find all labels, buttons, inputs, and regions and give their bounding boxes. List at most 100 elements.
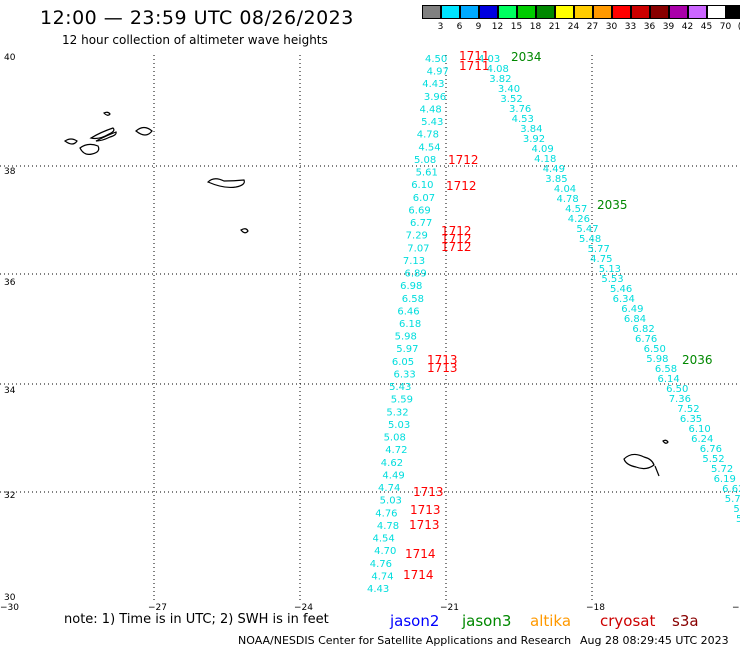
colorbar-tick: 33 xyxy=(624,22,637,32)
colorbar-tick: 36 xyxy=(643,22,656,32)
x-tick-label: −15 xyxy=(732,603,740,613)
jason3-swh-value: 6.98 xyxy=(400,281,422,292)
jason3-swh-value: 5.32 xyxy=(386,407,408,418)
island-porto-santo xyxy=(662,439,669,444)
pass-time-label: 1713 xyxy=(413,485,444,499)
jason3-swh-value: 3.96 xyxy=(424,92,446,103)
colorbar-swatch xyxy=(593,5,612,19)
colorbar-swatch xyxy=(726,5,740,19)
jason3-swh-value: 6.10 xyxy=(411,180,433,191)
pass-time-label: 1713 xyxy=(427,361,458,375)
s3a-swh-value: 5.52 xyxy=(702,454,724,465)
s3a-swh-value: 7.36 xyxy=(669,394,691,405)
s3a-swh-value: 6.49 xyxy=(621,304,643,315)
s3a-swh-value: 4.03 xyxy=(478,54,500,65)
y-tick-label: 40 xyxy=(4,53,16,63)
x-tick-label: −30 xyxy=(0,603,19,613)
s3a-swh-value: 4.18 xyxy=(534,154,556,165)
s3a-swh-value: 6.24 xyxy=(691,434,713,445)
jason3-swh-value: 5.98 xyxy=(395,332,417,343)
s3a-swh-value: 6.58 xyxy=(655,364,677,375)
jason3-swh-value: 4.43 xyxy=(367,584,389,595)
s3a-swh-value: 6.82 xyxy=(632,324,654,335)
s3a-swh-value: 3.84 xyxy=(520,124,542,135)
pass-time-label: 1713 xyxy=(427,353,458,367)
jason3-swh-value: 5.59 xyxy=(391,395,413,406)
colorbar-swatch xyxy=(517,5,536,19)
colorbar-swatch xyxy=(536,5,555,19)
colorbar-swatch xyxy=(441,5,460,19)
y-tick-label: 38 xyxy=(4,167,16,177)
jason3-swh-value: 4.43 xyxy=(422,79,444,90)
s3a-swh-value: 4.26 xyxy=(568,214,590,225)
pass-time-label: 1712 xyxy=(441,224,472,238)
colorbar-swatch xyxy=(422,5,441,19)
s3a-swh-value: 3.85 xyxy=(545,174,567,185)
s3a-swh-value: 4.08 xyxy=(487,64,509,75)
pass-time-label: 1713 xyxy=(410,503,441,517)
s3a-swh-value: 6.76 xyxy=(635,334,657,345)
pass-time-label: 1712 xyxy=(441,240,472,254)
jason3-swh-value: 4.76 xyxy=(375,508,397,519)
pass-time-label: 1712 xyxy=(448,153,479,167)
map-title: 12:00 — 23:59 UTC 08/26/2023 xyxy=(40,7,354,29)
jason3-swh-value: 4.74 xyxy=(371,571,393,582)
colorbar-swatch xyxy=(707,5,726,19)
jason3-swh-value: 6.07 xyxy=(413,193,435,204)
credit-line: NOAA/NESDIS Center for Satellite Applica… xyxy=(238,634,572,647)
s3a-swh-value: 6.35 xyxy=(680,414,702,425)
colorbar-tick: 30 xyxy=(605,22,618,32)
jason3-swh-value: 7.07 xyxy=(407,243,429,254)
s3a-swh-value: 6.10 xyxy=(689,424,711,435)
colorbar-tick: 9 xyxy=(475,22,482,32)
pass-time-label: 2036 xyxy=(682,353,713,367)
colorbar-swatch xyxy=(650,5,669,19)
pass-time-label: 1714 xyxy=(405,547,436,561)
y-tick-label: 34 xyxy=(4,386,16,396)
jason3-swh-value: 6.77 xyxy=(410,218,432,229)
s3a-swh-value: 4.04 xyxy=(554,184,576,195)
island-santa-maria xyxy=(240,228,249,234)
legend-cryosat: cryosat xyxy=(600,612,656,630)
s3a-swh-value: 3.76 xyxy=(509,104,531,115)
jason3-swh-value: 5.61 xyxy=(416,168,438,179)
jason3-swh-value: 4.78 xyxy=(417,130,439,141)
s3a-swh-value: 5.46 xyxy=(610,284,632,295)
s3a-swh-value: 5.4 xyxy=(733,504,740,515)
jason3-swh-value: 4.50 xyxy=(425,54,447,65)
colorbar-tick: (ft) xyxy=(735,22,740,32)
jason3-swh-value: 6.05 xyxy=(392,357,414,368)
s3a-swh-value: 5.13 xyxy=(599,264,621,275)
coastlines xyxy=(63,111,669,477)
colorbar-tick: 3 xyxy=(437,22,444,32)
s3a-swh-value: 6.76 xyxy=(700,444,722,455)
island-sao-miguel xyxy=(206,178,245,189)
pass-time-label: 1713 xyxy=(409,518,440,532)
jason3-swh-value: 4.78 xyxy=(377,521,399,532)
jason3-swh-value: 6.69 xyxy=(408,205,430,216)
jason3-swh-value: 6.46 xyxy=(397,306,419,317)
island-graciosa xyxy=(102,111,111,116)
jason3-swh-value: 5.03 xyxy=(380,496,402,507)
jason3-swh-value: 6.18 xyxy=(399,319,421,330)
pass-time-label: 2035 xyxy=(597,198,628,212)
s3a-swh-value: 4.09 xyxy=(531,144,553,155)
legend-jason3: jason3 xyxy=(462,612,512,630)
s3a-swh-value: 5. xyxy=(736,514,740,525)
x-tick-label: −24 xyxy=(294,603,313,613)
colorbar-swatch xyxy=(688,5,707,19)
generation-timestamp: Aug 28 08:29:45 UTC 2023 xyxy=(580,634,729,647)
island-pico xyxy=(89,127,115,140)
s3a-swh-value: 4.53 xyxy=(512,114,534,125)
jason3-swh-value: 5.08 xyxy=(414,155,436,166)
axis-labels: −30 −27 −24 −21 −18 −15 40 38 36 34 32 30 xyxy=(0,53,740,613)
jason3-swh-value: 7.29 xyxy=(406,231,428,242)
pass-time-label: 2034 xyxy=(511,50,542,64)
jason3-swh-value: 4.54 xyxy=(373,534,395,545)
s3a-swh-value: 4.78 xyxy=(557,194,579,205)
s3a-swh-value: 5.77 xyxy=(588,244,610,255)
x-tick-label: −18 xyxy=(586,603,605,613)
s3a-swh-value: 6.14 xyxy=(657,374,679,385)
island-madeira xyxy=(623,453,655,470)
